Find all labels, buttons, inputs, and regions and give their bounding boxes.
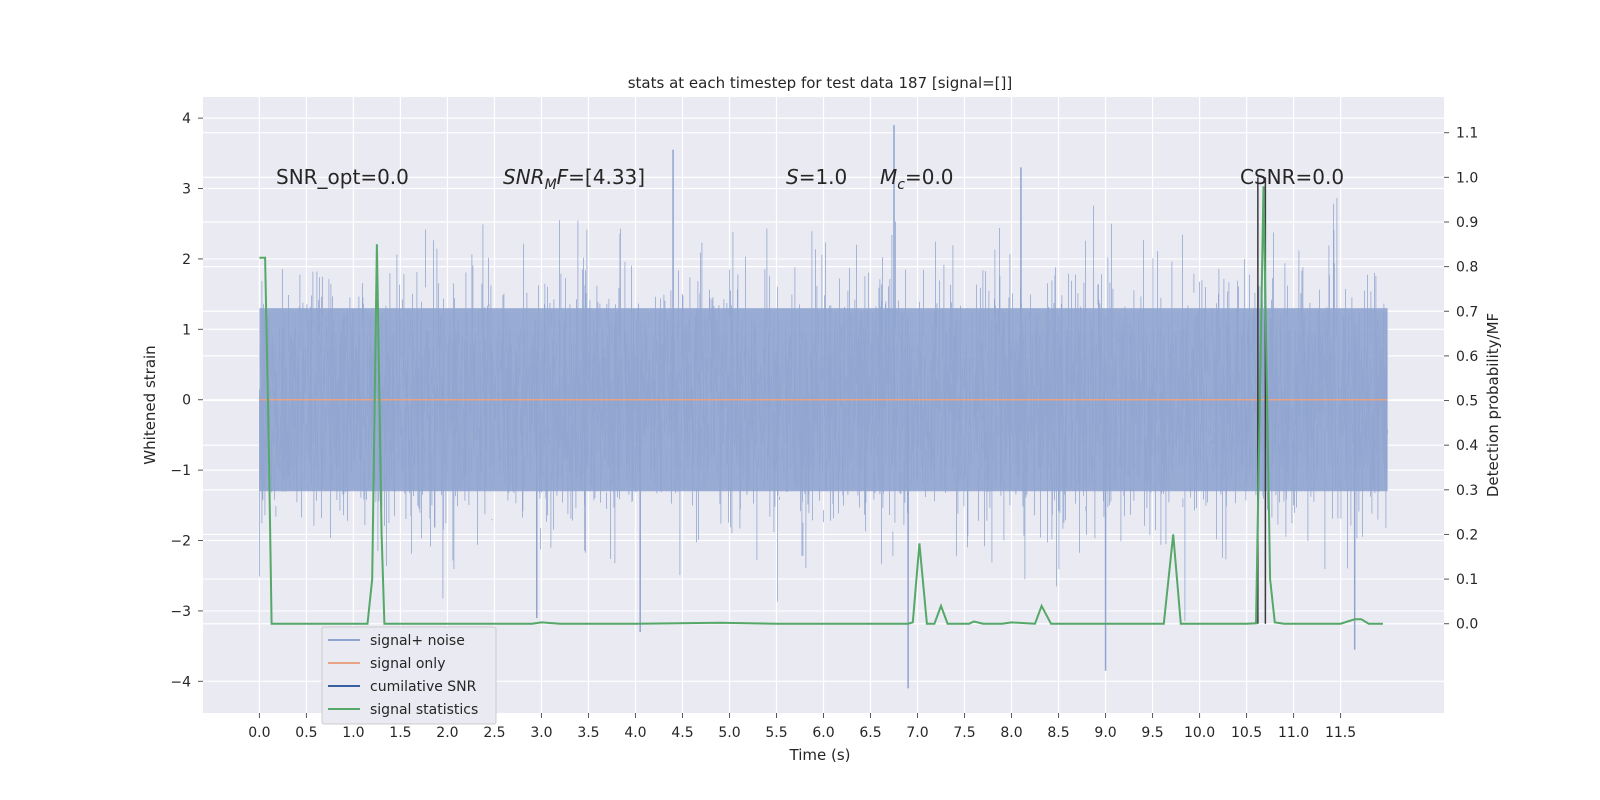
legend: signal+ noise signal only cumilative SNR… <box>321 626 497 725</box>
x-axis-title: Time (s) <box>789 746 851 764</box>
x-tick-labels: 0.0 0.5 1.0 1.5 2.0 2.5 3.0 3.5 4.0 4.5 5.0 5.5 6.0 6… <box>248 713 1356 741</box>
y2-tick-label: 0.4 <box>1456 438 1478 454</box>
x-tick-label: 3.0 <box>530 725 552 741</box>
x-tick-label: 6.5 <box>859 725 881 741</box>
x-tick-label: 1.0 <box>342 725 364 741</box>
chart-title: stats at each timestep for test data 187… <box>628 74 1013 92</box>
x-tick-label: 4.0 <box>624 725 646 741</box>
x-tick-label: 10.5 <box>1231 725 1262 741</box>
y2-tick-label: 0.8 <box>1456 260 1478 276</box>
x-tick-label: 8.0 <box>1000 725 1022 741</box>
y-tick-label: 3 <box>182 182 191 198</box>
annotation-snr-opt: SNR_opt=0.0 <box>276 165 409 189</box>
y2-tick-labels: 1.1 1.0 0.9 0.8 0.7 0.6 0.5 0.4 0.3 0.2 0.1 0.0 <box>1444 126 1478 633</box>
y2-tick-label: 0.9 <box>1456 215 1478 231</box>
signal-statistics-line <box>259 186 1383 625</box>
annotation-csnr: CSNR=0.0 <box>1240 165 1344 189</box>
x-tick-label: 2.5 <box>483 725 505 741</box>
x-tick-label: 1.5 <box>389 725 411 741</box>
noise-trace <box>259 198 1388 621</box>
x-tick-label: 4.5 <box>671 725 693 741</box>
x-tick-label: 5.5 <box>765 725 787 741</box>
x-tick-label: 11.5 <box>1325 725 1356 741</box>
annotation-snr-mf: SNRMF=[4.33] <box>503 165 645 193</box>
x-tick-label: 7.5 <box>953 725 975 741</box>
y2-tick-label: 0.2 <box>1456 527 1478 543</box>
y-axis-title: Whitened strain <box>141 345 159 464</box>
y2-tick-label: 0.5 <box>1456 394 1478 410</box>
legend-label-signal-only: signal only <box>370 656 445 672</box>
y-tick-label: −1 <box>170 463 191 479</box>
x-tick-label: 9.5 <box>1141 725 1163 741</box>
x-tick-label: 2.0 <box>436 725 458 741</box>
y2-tick-label: 0.3 <box>1456 483 1478 499</box>
y-tick-label: 1 <box>182 322 191 338</box>
y2-axis-title: Detection probability/MF <box>1484 313 1502 497</box>
legend-box <box>321 626 497 725</box>
x-tick-label: 5.0 <box>718 725 740 741</box>
y2-tick-label: 0.7 <box>1456 304 1478 320</box>
x-tick-label: 9.0 <box>1094 725 1116 741</box>
y2-tick-label: 0.1 <box>1456 572 1478 588</box>
x-tick-label: 7.0 <box>906 725 928 741</box>
annotations: SNR_opt=0.0 SNRMF=[4.33] S=1.0 Mc=0.0 CS… <box>276 165 1344 193</box>
y-tick-label: −3 <box>170 604 191 620</box>
signal-statistics-series <box>259 186 1383 625</box>
x-tick-label: 10.0 <box>1184 725 1215 741</box>
x-tick-label: 6.0 <box>812 725 834 741</box>
legend-label-signal-statistics: signal statistics <box>370 702 478 718</box>
y-tick-label: 2 <box>182 252 191 268</box>
y2-tick-label: 0.0 <box>1456 617 1478 633</box>
y-tick-labels: 4 3 2 1 0 −1 −2 −3 −4 <box>170 111 203 690</box>
x-tick-label: 0.5 <box>295 725 317 741</box>
y-tick-label: 4 <box>182 111 191 127</box>
x-tick-label: 8.5 <box>1047 725 1069 741</box>
legend-label-signal-noise: signal+ noise <box>370 633 465 649</box>
x-tick-label: 11.0 <box>1278 725 1309 741</box>
y2-tick-label: 1.1 <box>1456 126 1478 142</box>
y2-tick-label: 0.6 <box>1456 349 1478 365</box>
y-tick-label: −4 <box>170 674 191 690</box>
x-tick-label: 0.0 <box>248 725 270 741</box>
y-tick-label: 0 <box>182 393 191 409</box>
y-tick-label: −2 <box>170 534 191 550</box>
annotation-s: S=1.0 <box>786 165 847 189</box>
annotation-mc: Mc=0.0 <box>880 165 954 193</box>
x-tick-label: 3.5 <box>577 725 599 741</box>
legend-label-cumulative-snr: cumilative SNR <box>370 679 477 695</box>
y2-tick-label: 1.0 <box>1456 170 1478 186</box>
